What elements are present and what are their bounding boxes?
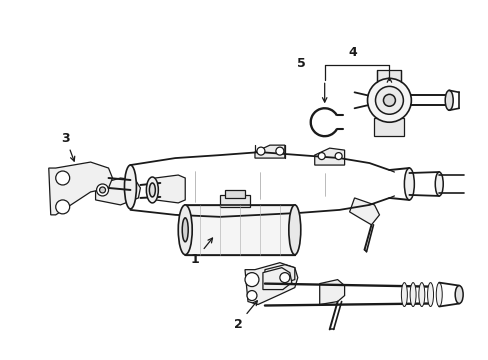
Circle shape bbox=[100, 187, 105, 193]
Circle shape bbox=[256, 147, 264, 155]
Circle shape bbox=[367, 78, 410, 122]
Ellipse shape bbox=[146, 177, 158, 203]
Polygon shape bbox=[95, 178, 140, 205]
Ellipse shape bbox=[409, 283, 415, 306]
Text: 1: 1 bbox=[190, 238, 212, 266]
Polygon shape bbox=[155, 175, 185, 203]
Circle shape bbox=[244, 273, 259, 287]
Ellipse shape bbox=[288, 205, 300, 255]
Circle shape bbox=[383, 94, 395, 106]
Polygon shape bbox=[319, 280, 344, 305]
Circle shape bbox=[375, 86, 403, 114]
Ellipse shape bbox=[124, 165, 136, 209]
Ellipse shape bbox=[418, 283, 424, 306]
Ellipse shape bbox=[178, 205, 192, 255]
Text: 3: 3 bbox=[61, 132, 75, 161]
Ellipse shape bbox=[454, 285, 462, 303]
Circle shape bbox=[334, 153, 342, 159]
Ellipse shape bbox=[182, 218, 188, 242]
Polygon shape bbox=[349, 198, 379, 225]
Text: 4: 4 bbox=[347, 46, 356, 59]
Ellipse shape bbox=[404, 168, 413, 200]
Polygon shape bbox=[254, 145, 285, 158]
Ellipse shape bbox=[401, 283, 407, 306]
Circle shape bbox=[56, 200, 69, 214]
Ellipse shape bbox=[427, 283, 433, 306]
Ellipse shape bbox=[149, 183, 155, 197]
Polygon shape bbox=[263, 268, 291, 289]
Bar bbox=[224, 190, 244, 198]
Polygon shape bbox=[49, 162, 112, 215]
Ellipse shape bbox=[444, 90, 452, 110]
Ellipse shape bbox=[434, 172, 442, 196]
Polygon shape bbox=[185, 205, 294, 255]
Circle shape bbox=[246, 291, 256, 301]
Circle shape bbox=[279, 273, 289, 283]
Polygon shape bbox=[244, 263, 297, 305]
Bar bbox=[220, 195, 249, 207]
Polygon shape bbox=[314, 148, 344, 165]
Polygon shape bbox=[264, 265, 294, 283]
Circle shape bbox=[56, 171, 69, 185]
Circle shape bbox=[275, 147, 283, 155]
Bar bbox=[374, 118, 404, 136]
Bar bbox=[377, 71, 401, 82]
Text: 5: 5 bbox=[297, 57, 305, 70]
Text: 2: 2 bbox=[233, 301, 257, 331]
Ellipse shape bbox=[435, 283, 441, 306]
Circle shape bbox=[318, 153, 325, 159]
Circle shape bbox=[96, 184, 108, 196]
